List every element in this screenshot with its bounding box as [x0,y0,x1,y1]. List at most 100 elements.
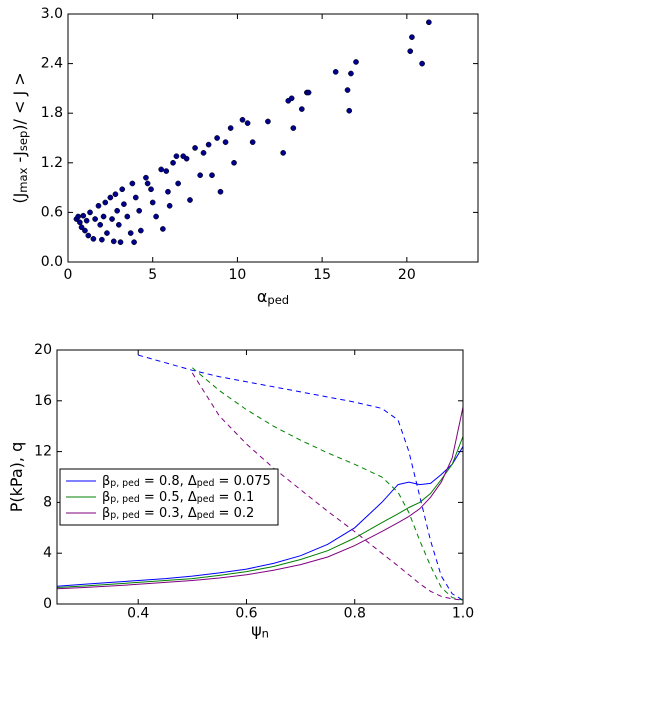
scatter-point [187,197,193,203]
scatter-point [160,226,166,232]
scatter-point [231,159,237,166]
scatter-point [127,230,134,236]
scatter-point [305,89,312,96]
scatter-point [83,217,90,224]
x-axis-label-part: α [257,287,268,306]
scatter-point [114,207,120,214]
scatter-point [112,191,119,198]
scatter-point [107,194,114,201]
series-line [57,446,463,587]
scatter-point [298,106,305,112]
legend-label-part: β [102,474,110,489]
legend-label-part: p, ped [110,510,140,521]
scatter-point [173,153,180,160]
scatter-point [265,118,271,125]
scatter-point [332,69,339,75]
legend-label-part: = 0.8, Δ [140,474,197,489]
scatter-point [99,236,105,243]
legend-label-part: = 0.075 [214,474,270,489]
y-tick-label: 8 [43,494,52,510]
scatter-point [217,188,224,195]
legend-label: βp, ped = 0.8, Δped = 0.075 [102,474,271,489]
scatter-point [175,180,181,187]
x-tick-label: 0.6 [235,606,257,622]
scatter-point [170,159,176,166]
x-tick-label: 20 [398,267,416,283]
series-line [57,406,463,590]
legend-label-part: β [102,506,110,521]
scatter-point [102,199,109,206]
legend-label-part: β [102,490,110,505]
legend-label-part: p, ped [110,478,140,489]
x-axis-label-part: ped [267,293,289,307]
scatter-point [280,150,287,156]
x-tick-label: 0.8 [344,606,366,622]
y-tick-label: 1.2 [41,155,63,171]
scatter-point [75,213,82,220]
scatter-point [290,125,297,131]
series-line [191,367,463,601]
scatter-point [183,155,190,162]
chart-panel: 0 5 10 15 20 0.0 0.6 1.2 1.8 2.4 3.0 αped (Jmax -Jse… [10,6,479,307]
scatter-point [90,236,97,242]
scatter-point [119,186,126,193]
legend-label-part: p, ped [110,494,140,505]
scatter-point [344,87,351,93]
scatter-point [92,216,98,222]
y-axis-label-part: )/ < J > [10,72,29,130]
legend-label-part: = 0.1 [214,490,254,505]
scatter-point [117,239,124,246]
y-tick-label: 0 [43,596,52,612]
scatter-point [200,150,207,156]
scatter-point [348,70,354,77]
scatter-point [87,209,93,216]
y-tick-label: 4 [43,545,52,561]
legend-label: βp, ped = 0.3, Δped = 0.2 [102,506,254,521]
scatter-point [205,141,212,148]
scatter-point [138,227,144,234]
y-tick-label: 0.6 [41,204,63,220]
scatter-point [80,212,87,219]
y-tick-label: 12 [34,444,52,460]
scatter-point [192,145,198,151]
chart-panel: 0.4 0.6 0.8 1.0 0 4 8 12 16 20 ψn P(kPa), q βp, ped … [7,342,475,640]
scatter-point [166,202,173,209]
legend-label-part: ped [197,494,215,505]
x-tick-label: 15 [313,267,331,283]
scatter-point [82,227,88,234]
scatter-point [100,213,107,220]
y-axis-label-part: P(kPa), q [7,442,26,512]
scatter-point [131,239,137,246]
y-axis-label: P(kPa), q [7,442,26,512]
y-axis-label-part: max [16,167,30,192]
scatter-point [288,95,295,102]
x-axis-label: ψn [251,620,269,640]
scatter-point [144,180,151,187]
y-tick-label: 20 [34,342,52,358]
scatter-point [165,188,171,195]
series-line [57,436,463,588]
scatter-point [104,230,110,236]
y-axis-label-part: (J [10,193,29,204]
scatter-point [227,125,234,131]
scatter-point [132,194,139,201]
scatter-point [158,166,165,173]
scatter-point [143,174,149,181]
y-axis-label: (Jmax -Jsep)/ < J > [10,72,30,203]
x-tick-label: 0 [64,267,73,283]
y-axis-label-part: sep [16,131,30,151]
y-tick-label: 0.0 [41,254,63,270]
x-tick-label: 5 [148,267,157,283]
scatter-point [346,107,353,114]
scatter-point [77,219,83,226]
scatter-point [110,238,117,245]
legend-label-part: ped [197,510,215,521]
scatter-point [353,59,359,65]
x-tick-label: 0.4 [127,606,149,622]
plot-frame [56,349,464,605]
x-tick-label: 1.0 [452,606,474,622]
scatter-point [239,116,246,123]
scatter-point [244,120,251,126]
scatter-point [214,135,220,141]
